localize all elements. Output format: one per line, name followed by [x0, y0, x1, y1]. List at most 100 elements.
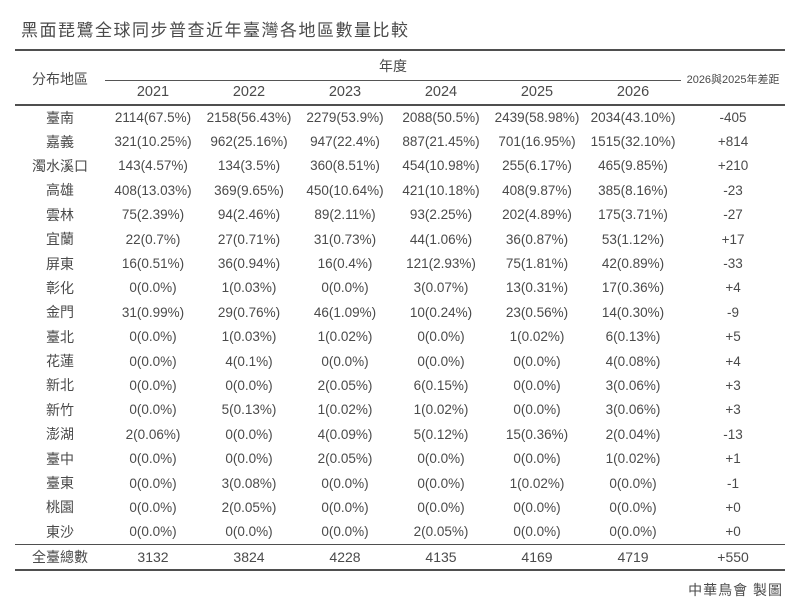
header-row-group: 分布地區 年度 2026與2025年差距 — [15, 53, 785, 87]
value-cell: 0(0.0%) — [609, 475, 657, 491]
value-cell: 255(6.17%) — [502, 158, 572, 174]
value-cell: 0(0.0%) — [417, 499, 465, 515]
value-cell: 0(0.0%) — [129, 402, 177, 418]
value-cell: 134(3.5%) — [217, 158, 281, 174]
value-cell: 408(13.03%) — [114, 182, 192, 198]
table-row: 臺南 2114(67.5%) 2158(56.43%) 2279(53.9%) 2088… — [15, 105, 785, 129]
value-cell: 5(0.12%) — [413, 426, 469, 442]
value-cell: 2(0.05%) — [317, 451, 373, 467]
table-row: 澎湖 2(0.06%) 0(0.0%) 4(0.09%) 5(0.12%) 15(0.36… — [15, 422, 785, 446]
diff-cell: +814 — [717, 134, 749, 150]
census-table: 分布地區 年度 2026與2025年差距 2021 2022 2023 2024 202… — [15, 53, 786, 571]
region-cell: 澎湖 — [46, 426, 74, 443]
credit-text: 中華鳥會 製圖 — [688, 582, 783, 599]
value-cell: 175(3.71%) — [598, 207, 668, 223]
value-cell: 93(2.25%) — [409, 207, 473, 223]
value-cell: 4228 — [329, 548, 361, 565]
diff-cell: -33 — [723, 256, 743, 272]
value-cell: 2034(43.10%) — [590, 110, 676, 126]
value-cell: 0(0.0%) — [129, 377, 177, 393]
table-row: 臺北 0(0.0%) 1(0.03%) 1(0.02%) 0(0.0%) 1(0.02%)… — [15, 325, 785, 349]
value-cell: 4(0.09%) — [317, 426, 373, 442]
value-cell: 202(4.89%) — [502, 207, 572, 223]
value-cell: 6(0.13%) — [605, 329, 661, 345]
region-cell: 臺南 — [46, 109, 74, 126]
value-cell: 360(8.51%) — [310, 158, 380, 174]
value-cell: 454(10.98%) — [402, 158, 480, 174]
value-cell: 46(1.09%) — [313, 304, 377, 320]
column-header-year: 2025 — [520, 84, 554, 101]
diff-cell: +1 — [725, 451, 741, 467]
value-cell: 1(0.02%) — [317, 402, 373, 418]
value-cell: 1(0.02%) — [509, 475, 565, 491]
value-cell: 3132 — [137, 548, 169, 565]
diff-cell: -1 — [727, 475, 740, 491]
value-cell: 0(0.0%) — [321, 524, 369, 540]
value-cell: 421(10.18%) — [402, 182, 480, 198]
diff-cell: +210 — [717, 158, 749, 174]
table-header: 分布地區 年度 2026與2025年差距 2021 2022 2023 2024 202… — [15, 53, 786, 105]
table-row: 雲林 75(2.39%) 94(2.46%) 89(2.11%) 93(2.25%) 20… — [15, 203, 785, 227]
value-cell: 27(0.71%) — [217, 231, 281, 247]
table-row: 濁水溪口 143(4.57%) 134(3.5%) 360(8.51%) 454(10.… — [15, 154, 785, 178]
value-cell: 0(0.0%) — [321, 475, 369, 491]
value-cell: 2279(53.9%) — [306, 110, 384, 126]
region-cell: 全臺總數 — [32, 548, 88, 565]
diff-cell: +550 — [717, 548, 749, 565]
value-cell: 4135 — [425, 548, 457, 565]
value-cell: 2088(50.5%) — [402, 110, 480, 126]
diff-cell: -13 — [723, 426, 743, 442]
value-cell: 0(0.0%) — [609, 524, 657, 540]
value-cell: 42(0.89%) — [601, 256, 665, 272]
diff-cell: +0 — [725, 499, 741, 515]
value-cell: 450(10.64%) — [306, 182, 384, 198]
column-header-year: 2024 — [424, 84, 458, 101]
region-cell: 花蓮 — [46, 353, 74, 370]
diff-cell: -405 — [719, 110, 747, 126]
value-cell: 36(0.87%) — [505, 231, 569, 247]
table-body: 臺南 2114(67.5%) 2158(56.43%) 2279(53.9%) 2088… — [15, 105, 785, 544]
value-cell: 0(0.0%) — [129, 329, 177, 345]
value-cell: 0(0.0%) — [129, 280, 177, 296]
value-cell: 0(0.0%) — [321, 499, 369, 515]
value-cell: 0(0.0%) — [513, 377, 561, 393]
column-header-year: 2023 — [328, 84, 362, 101]
value-cell: 465(9.85%) — [598, 158, 668, 174]
value-cell: 14(0.30%) — [601, 304, 665, 320]
region-cell: 彰化 — [46, 279, 74, 296]
page-title: 黑面琵鷺全球同步普查近年臺灣各地區數量比較 — [21, 21, 410, 40]
value-cell: 2(0.05%) — [413, 524, 469, 540]
column-group-header-year: 年度 — [105, 53, 682, 81]
value-cell: 143(4.57%) — [118, 158, 188, 174]
region-cell: 臺中 — [46, 450, 74, 467]
diff-cell: +3 — [725, 377, 741, 393]
value-cell: 75(2.39%) — [121, 207, 185, 223]
value-cell: 36(0.94%) — [217, 256, 281, 272]
table-row: 新竹 0(0.0%) 5(0.13%) 1(0.02%) 1(0.02%) 0(0.0%)… — [15, 398, 785, 422]
diff-cell: +0 — [725, 524, 741, 540]
value-cell: 321(10.25%) — [114, 134, 192, 150]
value-cell: 962(25.16%) — [210, 134, 288, 150]
value-cell: 0(0.0%) — [129, 353, 177, 369]
value-cell: 44(1.06%) — [409, 231, 473, 247]
value-cell: 16(0.51%) — [121, 256, 185, 272]
value-cell: 0(0.0%) — [513, 499, 561, 515]
value-cell: 4(0.1%) — [225, 353, 273, 369]
value-cell: 29(0.76%) — [217, 304, 281, 320]
value-cell: 94(2.46%) — [217, 207, 281, 223]
value-cell: 0(0.0%) — [513, 353, 561, 369]
value-cell: 0(0.0%) — [129, 451, 177, 467]
value-cell: 0(0.0%) — [417, 329, 465, 345]
value-cell: 1(0.02%) — [509, 329, 565, 345]
value-cell: 0(0.0%) — [513, 524, 561, 540]
value-cell: 2(0.05%) — [221, 499, 277, 515]
region-cell: 臺東 — [46, 475, 74, 492]
value-cell: 0(0.0%) — [225, 377, 273, 393]
table-footer: 全臺總數 3132 3824 4228 4135 4169 4719 +550 — [15, 544, 786, 571]
region-cell: 臺北 — [46, 328, 74, 345]
diff-cell: +17 — [721, 231, 745, 247]
value-cell: 3(0.07%) — [413, 280, 469, 296]
column-header-year: 2021 — [136, 84, 170, 101]
table-row: 屏東 16(0.51%) 36(0.94%) 16(0.4%) 121(2.93%) 75… — [15, 251, 785, 275]
region-cell: 東沙 — [46, 523, 74, 540]
